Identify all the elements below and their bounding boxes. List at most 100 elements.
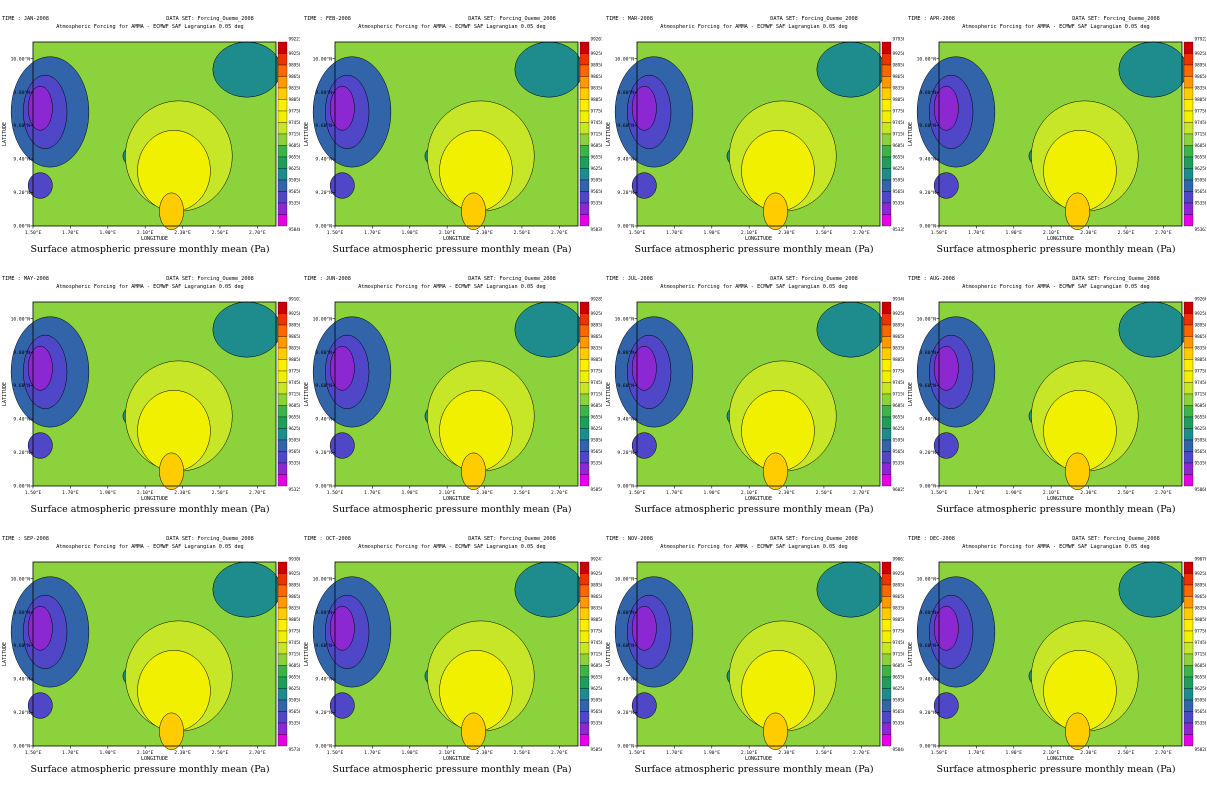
colorbar-segment: [881, 653, 892, 666]
colorbar-level-label: 97150: [289, 392, 301, 398]
colorbar-min-label: 95335: [893, 227, 905, 233]
colorbar-segment: [881, 214, 892, 227]
colorbar-segment: [579, 573, 590, 586]
x-tick-label: 1.90°E: [1005, 230, 1022, 236]
x-tick-label: 2.10°E: [1043, 230, 1060, 236]
colorbar-level-label: 99250: [591, 51, 603, 57]
contour-region: [27, 172, 53, 199]
colorbar-segment: [579, 53, 590, 66]
colorbar-segment: [579, 630, 590, 643]
y-tick-label: 9.80°N: [315, 610, 332, 616]
colorbar-segment: [277, 699, 288, 712]
colorbar-segment: [579, 41, 590, 54]
colorbar-segment: [1183, 301, 1194, 314]
panel-svg: TIME : APR-2008 DATA SET: Forcing_Oueme_2…: [908, 16, 1207, 240]
colorbar-level-label: 98050: [289, 97, 301, 103]
colorbar-segment: [277, 573, 288, 586]
colorbar-level-label: 95350: [1195, 201, 1207, 207]
x-tick-label: 1.50°E: [931, 750, 948, 756]
colorbar-segment: [579, 711, 590, 724]
colorbar-level-label: 97750: [289, 109, 301, 115]
colorbar-segment: [277, 642, 288, 655]
colorbar-segment: [881, 722, 892, 735]
y-axis-label: LATITUDE: [606, 382, 612, 406]
colorbar-level-label: 95650: [289, 709, 301, 715]
colorbar-segment: [579, 642, 590, 655]
colorbar-segment: [277, 711, 288, 724]
panel-svg: TIME : OCT-2008 DATA SET: Forcing_Oueme_2…: [304, 536, 602, 760]
colorbar-level-label: 95350: [1195, 461, 1207, 467]
colorbar-segment: [277, 53, 288, 66]
contour-region: [763, 712, 788, 750]
colorbar-level-label: 97450: [893, 380, 905, 386]
panel-subtitle: Atmospheric Forcing for AMMA - ECMWF SAF…: [962, 284, 1149, 290]
colorbar-segment: [881, 347, 892, 360]
colorbar-level-label: 97750: [893, 369, 905, 375]
colorbar-level-label: 98950: [893, 63, 905, 69]
panel-subtitle: Atmospheric Forcing for AMMA - ECMWF SAF…: [56, 544, 243, 550]
plot-frame: [32, 41, 277, 227]
colorbar-level-label: 97150: [893, 392, 905, 398]
y-tick-label: 9.00°N: [617, 484, 634, 490]
contour-region: [933, 85, 959, 131]
map-panel-4: TIME : APR-2008 DATA SET: Forcing_Oueme_2…: [906, 12, 1206, 271]
contour-region: [27, 432, 53, 459]
y-tick-label: 9.20°N: [617, 450, 634, 456]
colorbar-segment: [881, 313, 892, 326]
colorbar-segment: [881, 87, 892, 100]
colorbar-segment: [881, 607, 892, 620]
colorbar-level-label: 95350: [289, 461, 301, 467]
y-tick-label: 10.00°N: [615, 576, 635, 582]
x-tick-label: 1.90°E: [703, 750, 720, 756]
y-tick-label: 9.00°N: [315, 224, 332, 230]
colorbar-level-label: 96250: [289, 426, 301, 432]
y-tick-label: 9.20°N: [919, 450, 936, 456]
panel-subtitle: Atmospheric Forcing for AMMA - ECMWF SAF…: [358, 24, 545, 30]
colorbar-level-label: 95950: [289, 698, 301, 704]
colorbar-segment: [579, 584, 590, 597]
panel-caption: Surface atmospheric pressure monthly mea…: [936, 764, 1176, 775]
y-tick-label: 9.80°N: [315, 350, 332, 356]
colorbar-segment: [579, 370, 590, 383]
colorbar-level-label: 96550: [289, 155, 301, 161]
colorbar-level-label: 96550: [1195, 155, 1207, 161]
colorbar-level-label: 95650: [289, 189, 301, 195]
colorbar-segment: [881, 734, 892, 747]
colorbar-max-label: 97930: [893, 37, 905, 43]
colorbar-segment: [277, 336, 288, 349]
colorbar-level-label: 98950: [893, 583, 905, 589]
y-tick-label: 9.20°N: [315, 710, 332, 716]
colorbar-level-label: 95950: [1195, 438, 1207, 444]
x-tick-label: 1.90°E: [99, 230, 116, 236]
contour-region: [933, 605, 959, 651]
y-tick-label: 9.20°N: [617, 710, 634, 716]
colorbar-level-label: 97450: [1195, 640, 1207, 646]
contour-region: [1065, 192, 1090, 230]
colorbar-level-label: 96850: [1195, 663, 1207, 669]
contour-region: [212, 41, 282, 98]
dataset-label: DATA SET: Forcing_Oueme_2008: [166, 536, 253, 542]
contour-region: [816, 561, 886, 618]
pressure-field: [916, 41, 1188, 230]
colorbar-level-label: 98350: [289, 346, 301, 352]
map-panel-8: TIME : AUG-2008 DATA SET: Forcing_Oueme_2…: [906, 272, 1206, 531]
colorbar-level-label: 97450: [591, 120, 603, 126]
x-tick-label: 1.70°E: [968, 750, 985, 756]
colorbar-segment: [881, 41, 892, 54]
colorbar-segment: [881, 336, 892, 349]
x-tick-label: 1.50°E: [327, 230, 344, 236]
x-tick-label: 2.70°E: [249, 230, 266, 236]
x-tick-label: 2.30°E: [1080, 230, 1097, 236]
colorbar-segment: [1183, 734, 1194, 747]
colorbar-level-label: 96550: [289, 675, 301, 681]
colorbar-level-label: 96550: [1195, 415, 1207, 421]
map-panel-6: TIME : JUN-2008 DATA SET: Forcing_Oueme_2…: [302, 272, 602, 531]
x-tick-label: 2.10°E: [137, 230, 154, 236]
pressure-field: [614, 41, 886, 230]
colorbar-level-label: 95350: [893, 461, 905, 467]
colorbar-level-label: 97450: [893, 120, 905, 126]
colorbar-level-label: 98650: [1195, 334, 1207, 340]
colorbar-segment: [277, 584, 288, 597]
panel-caption: Surface atmospheric pressure monthly mea…: [634, 244, 874, 255]
colorbar-level-label: 97150: [591, 392, 603, 398]
